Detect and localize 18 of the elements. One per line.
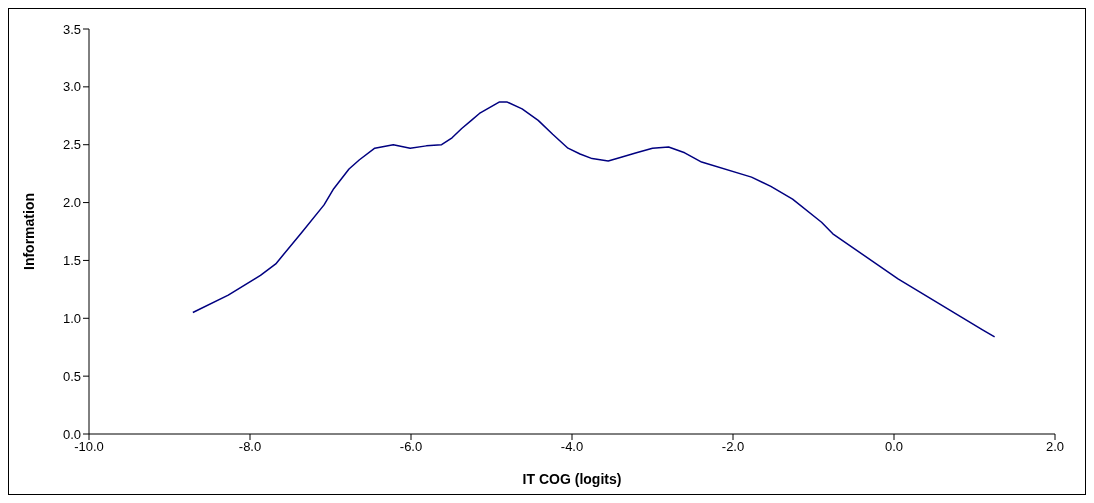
x-tick-label: 2.0: [1045, 439, 1065, 455]
y-axis-title: Information: [20, 193, 37, 270]
x-tick-label: -2.0: [721, 439, 745, 455]
x-axis-title: IT COG (logits): [522, 471, 622, 487]
y-tick-label: 0.0: [62, 426, 81, 442]
line-series: [192, 101, 996, 338]
y-tick-label: 1.0: [62, 310, 81, 326]
y-tick-label: 3.0: [62, 79, 81, 95]
x-tick-label: -6.0: [399, 439, 423, 455]
y-tick-label: 1.5: [62, 253, 81, 269]
y-tick-label: 2.0: [62, 195, 81, 211]
x-tick-label: -4.0: [560, 439, 584, 455]
y-tick-label: 2.5: [62, 137, 81, 153]
y-tick-label: 0.5: [62, 368, 81, 384]
x-tick-label: -10.0: [74, 439, 104, 455]
x-tick-label: -8.0: [238, 439, 262, 455]
y-tick-label: 3.5: [62, 21, 81, 37]
x-tick-label: 0.0: [884, 439, 904, 455]
